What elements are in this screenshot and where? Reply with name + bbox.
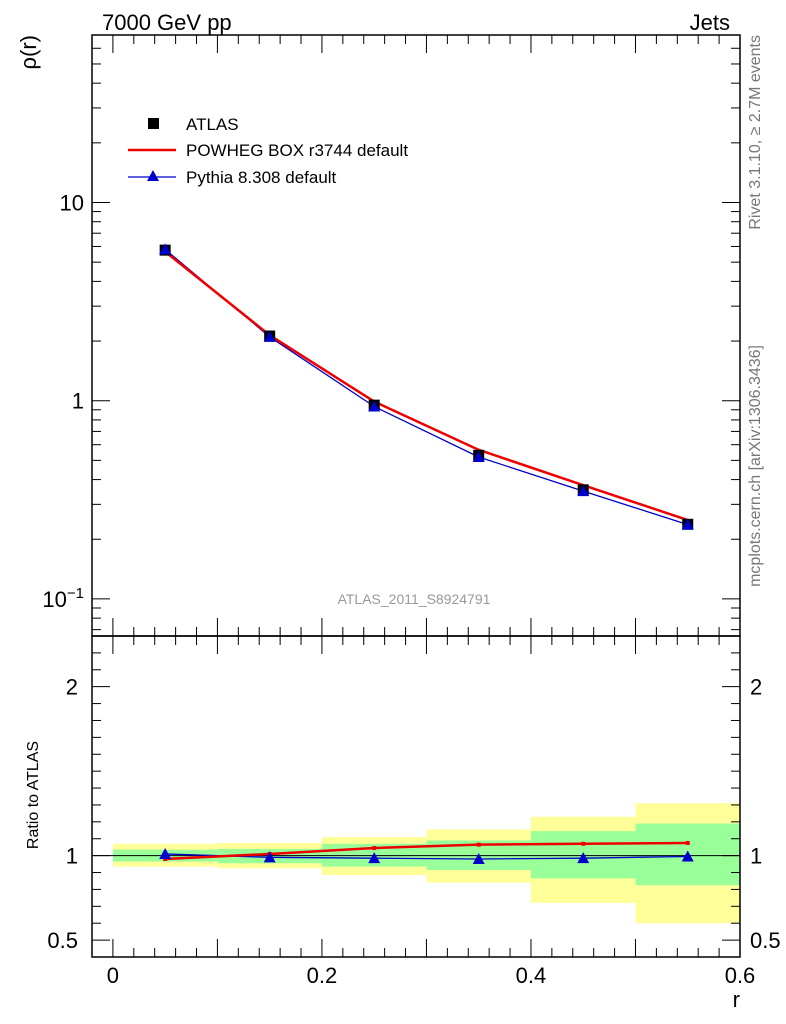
ratio-pythia-point-4 xyxy=(577,852,590,864)
ratio-powheg-point-5 xyxy=(685,840,690,845)
header-left: 7000 GeV pp xyxy=(102,10,232,35)
x-tick-label-0: 0 xyxy=(107,963,119,988)
ratio-pythia-point-3 xyxy=(472,853,485,865)
legend-pythia-marker xyxy=(147,170,159,181)
main-y-tick-label-1: 1 xyxy=(72,389,84,414)
legend-atlas-label: ATLAS xyxy=(186,115,239,134)
pythia-point-1 xyxy=(263,330,276,342)
ratio-y-tick-label-2: 2 xyxy=(66,675,78,700)
legend-atlas-marker xyxy=(148,118,159,129)
ratio-powheg-point-3 xyxy=(476,842,481,847)
ratio-y-tick-label-right-2: 2 xyxy=(750,675,762,700)
x-tick-label-2: 0.4 xyxy=(516,963,547,988)
header-right: Jets xyxy=(690,10,730,35)
ratio-powheg-point-2 xyxy=(372,846,377,851)
ratio-pythia-point-0 xyxy=(159,847,172,859)
pythia-point-2 xyxy=(368,400,381,412)
pythia-point-0 xyxy=(159,243,172,255)
legend-pythia-label: Pythia 8.308 default xyxy=(186,168,337,187)
ratio-y-tick-label-1: 1 xyxy=(66,844,78,869)
ratio-bands xyxy=(112,803,740,924)
main-y-tick-label-exponent: −1 xyxy=(67,585,84,602)
x-axis-label: r xyxy=(733,987,740,1012)
ratio-powheg-point-0 xyxy=(163,857,168,862)
ratio-pythia-point-1 xyxy=(263,851,276,863)
legend-powheg-label: POWHEG BOX r3744 default xyxy=(186,141,408,160)
ratio-pythia-point-5 xyxy=(681,850,694,862)
ratio-pythia-point-2 xyxy=(368,852,381,864)
pythia-line xyxy=(164,248,688,526)
watermark: ATLAS_2011_S8924791 xyxy=(338,591,491,607)
ratio-pythia-line xyxy=(165,853,688,860)
source-label: mcplots.cern.ch [arXiv:1306.3436] xyxy=(747,345,764,587)
pythia-point-5 xyxy=(681,518,694,530)
legend: ATLAS POWHEG BOX r3744 default Pythia 8.… xyxy=(128,115,408,187)
ratio-y-tick-label-right-0: 0.5 xyxy=(750,928,781,953)
x-tick-label-3: 0.6 xyxy=(725,963,756,988)
ratio-powheg-line xyxy=(165,841,688,861)
x-tick-label-1: 0.2 xyxy=(307,963,338,988)
ratio-frame xyxy=(91,635,741,958)
ratio-ylabel: Ratio to ATLAS xyxy=(25,741,42,849)
ratio-y-tick-label-0: 0.5 xyxy=(47,928,78,953)
pythia-point-3 xyxy=(472,451,485,463)
powheg-line xyxy=(164,250,689,522)
main-y-tick-label-base: 10 xyxy=(42,587,66,612)
main-y-tick-label-2: 10 xyxy=(60,191,84,216)
main-ylabel: ρ(r) xyxy=(16,35,41,70)
ratio-y-tick-label-right-1: 1 xyxy=(750,844,762,869)
ratio-powheg-point-4 xyxy=(581,841,586,846)
main-plot xyxy=(159,243,694,530)
rivet-label: Rivet 3.1.10, ≥ 2.7M events xyxy=(747,35,764,230)
main-y-tick-label-0: 10−1 xyxy=(42,585,84,612)
ratio-plot xyxy=(92,840,740,865)
pythia-point-4 xyxy=(577,485,590,497)
